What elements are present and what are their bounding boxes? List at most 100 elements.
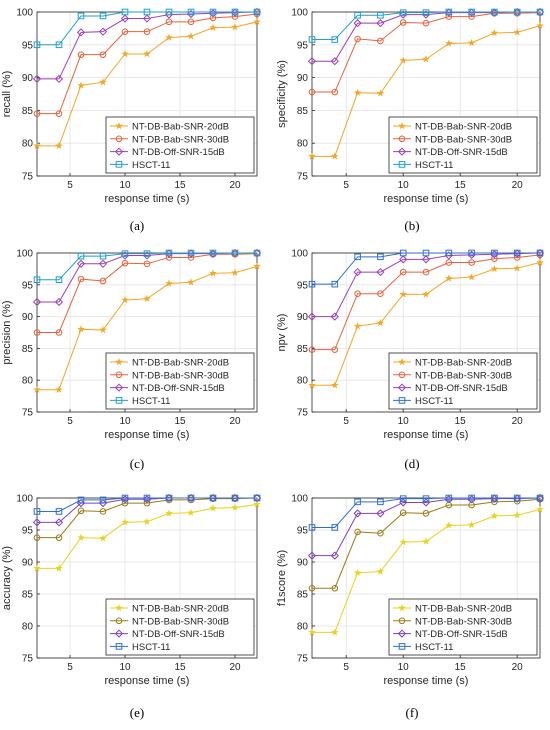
- series-4: [33, 249, 261, 284]
- x-axis-label: response time (s): [105, 429, 190, 441]
- data-point: [231, 249, 239, 257]
- series-line: [312, 497, 540, 528]
- tick-label-x: 20: [512, 416, 524, 427]
- data-point: [230, 248, 240, 258]
- series-1: [307, 258, 545, 389]
- tick-label-y: 100: [16, 249, 33, 260]
- data-point: [231, 8, 239, 16]
- legend-label: NT-DB-Bab-SNR-20dB: [415, 604, 512, 615]
- data-point: [98, 27, 108, 36]
- data-point: [376, 19, 385, 28]
- legend-marker: [398, 135, 406, 143]
- legend-marker: [398, 397, 406, 404]
- tick-label-y: 100: [291, 8, 308, 19]
- legend-label: NT-DB-Off-SNR-15dB: [132, 383, 225, 394]
- data-point: [307, 57, 317, 66]
- legend-box: [105, 352, 255, 410]
- legend-label: NT-DB-Bab-SNR-30dB: [132, 134, 229, 145]
- data-point: [308, 280, 316, 288]
- tick-label-y: 75: [297, 654, 309, 665]
- series-1: [32, 17, 262, 150]
- x-axis-label: response time (s): [384, 429, 469, 441]
- data-point: [330, 628, 339, 636]
- data-point: [445, 249, 453, 257]
- data-point: [231, 494, 239, 502]
- tick-label-x: 20: [229, 180, 241, 191]
- tick-label-y: 85: [22, 106, 34, 117]
- data-point: [32, 74, 42, 84]
- data-point: [331, 524, 339, 531]
- tick-label-y: 85: [297, 106, 309, 117]
- data-point: [33, 110, 41, 117]
- data-point: [54, 141, 64, 150]
- data-point: [444, 521, 453, 529]
- caption-b: (b): [404, 218, 420, 233]
- legend-label: NT-DB-Off-SNR-15dB: [415, 629, 508, 640]
- data-point: [354, 11, 361, 19]
- data-point: [208, 23, 218, 32]
- data-point: [186, 9, 196, 19]
- data-point: [208, 503, 218, 512]
- data-point: [252, 493, 262, 503]
- legend-marker: [115, 617, 123, 625]
- data-point: [377, 498, 384, 506]
- data-point: [33, 329, 41, 336]
- data-point: [208, 493, 218, 503]
- legend-marker: [115, 161, 123, 168]
- data-point: [143, 260, 151, 268]
- data-point: [308, 584, 316, 592]
- data-point: [376, 267, 385, 277]
- data-point: [399, 509, 407, 517]
- legend-label: NT-DB-Bab-SNR-30dB: [415, 134, 512, 145]
- data-point: [513, 494, 521, 502]
- data-point: [377, 37, 384, 45]
- data-point: [33, 276, 41, 284]
- data-point: [164, 493, 174, 503]
- data-point: [308, 36, 316, 43]
- legend-label: NT-DB-Bab-SNR-20dB: [132, 122, 229, 133]
- data-point: [330, 57, 339, 66]
- caption-a: (a): [129, 218, 145, 233]
- data-point: [444, 251, 453, 260]
- data-point: [331, 584, 339, 592]
- data-point: [308, 524, 316, 531]
- data-point: [331, 36, 339, 43]
- tick-label-y: 80: [297, 376, 309, 387]
- tick-label-x: 10: [119, 662, 131, 673]
- series-line: [37, 497, 257, 512]
- data-point: [77, 496, 85, 504]
- tick-label-y: 80: [22, 376, 34, 387]
- data-point: [121, 250, 129, 257]
- legend-marker: [114, 357, 124, 366]
- data-point: [165, 254, 173, 261]
- legend-box: [105, 598, 255, 656]
- data-point: [54, 297, 64, 307]
- tick-label-x: 10: [398, 662, 410, 673]
- data-point: [209, 249, 217, 257]
- tick-label-x: 5: [67, 662, 73, 673]
- data-point: [76, 325, 86, 333]
- series-line: [312, 12, 541, 93]
- legend-marker: [398, 617, 406, 625]
- y-axis-label: npv (%): [276, 314, 288, 352]
- legend-marker: [397, 357, 407, 366]
- series-1: [307, 21, 545, 160]
- data-point: [186, 32, 196, 40]
- tick-label-x: 15: [174, 416, 186, 427]
- data-point: [186, 508, 196, 517]
- series-4: [308, 8, 544, 43]
- data-point: [377, 11, 384, 19]
- data-point: [535, 248, 545, 258]
- data-point: [99, 252, 107, 260]
- data-point: [307, 152, 317, 160]
- data-point: [142, 294, 152, 303]
- y-axis-label: f1score (%): [276, 550, 288, 606]
- chart-panel-f: 75 80 85 90 95 100 5 10 15 20 response time (s) f1s…: [276, 494, 545, 687]
- data-point: [491, 494, 498, 502]
- data-point: [513, 254, 521, 261]
- tick-label-y: 75: [297, 408, 309, 419]
- data-point: [353, 267, 362, 277]
- data-point: [76, 28, 86, 37]
